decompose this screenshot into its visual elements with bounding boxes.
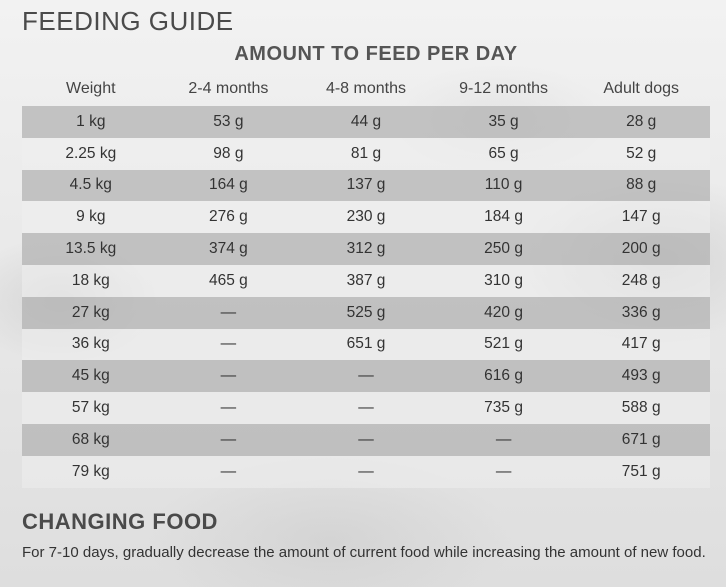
- cell-4-8-months: 81 g: [297, 137, 435, 170]
- cell-2-4-months: —: [159, 423, 298, 456]
- weight-cell: 18 kg: [22, 264, 160, 297]
- cell-9-12-months: 184 g: [434, 201, 573, 234]
- cell-2-4-months: 276 g: [159, 201, 298, 234]
- table-row: 9 kg 276 g 230 g 184 g 147 g: [22, 201, 710, 234]
- weight-cell: 4.5 kg: [22, 169, 160, 202]
- cell-adult-dogs: 248 g: [572, 264, 710, 297]
- cell-4-8-months: —: [297, 360, 435, 393]
- table-row: 13.5 kg 374 g 312 g 250 g 200 g: [22, 233, 710, 265]
- table-header-row: Weight 2-4 months 4-8 months 9-12 months…: [22, 72, 710, 106]
- table-row: 68 kg — — —671 g: [22, 423, 710, 456]
- weight-cell: 1 kg: [22, 106, 160, 138]
- table-row: 36 kg —651 g 521 g 417 g: [22, 328, 710, 361]
- weight-cell: 68 kg: [22, 423, 160, 456]
- weight-cell: 2.25 kg: [22, 137, 160, 170]
- cell-adult-dogs: 147 g: [572, 201, 710, 234]
- cell-2-4-months: 465 g: [159, 264, 298, 297]
- cell-4-8-months: 312 g: [297, 233, 435, 265]
- cell-adult-dogs: 417 g: [572, 328, 710, 361]
- header-9-12-months: 9-12 months: [459, 80, 549, 97]
- cell-adult-dogs: 588 g: [572, 392, 710, 424]
- cell-4-8-months: —: [297, 423, 435, 456]
- table-row: 45 kg — —616 g 493 g: [22, 360, 710, 393]
- page-title: FEEDING GUIDE: [22, 6, 234, 36]
- cell-2-4-months: 374 g: [159, 233, 298, 265]
- cell-4-8-months: —: [297, 455, 435, 488]
- cell-9-12-months: 521 g: [434, 328, 573, 361]
- cell-2-4-months: —: [159, 455, 298, 488]
- table-row: 18 kg 465 g 387 g 310 g 248 g: [22, 264, 710, 297]
- weight-cell: 27 kg: [22, 296, 160, 329]
- header-weight: Weight: [66, 80, 116, 97]
- cell-2-4-months: 164 g: [159, 169, 298, 202]
- cell-adult-dogs: 671 g: [572, 423, 710, 456]
- table-row: 1 kg 53 g 44 g 35 g 28 g: [22, 106, 710, 138]
- cell-4-8-months: 651 g: [297, 328, 435, 361]
- cell-adult-dogs: 751 g: [572, 455, 710, 488]
- cell-adult-dogs: 200 g: [572, 233, 710, 265]
- feeding-table: Weight 2-4 months 4-8 months 9-12 months…: [22, 72, 710, 488]
- cell-9-12-months: 65 g: [434, 137, 573, 170]
- cell-2-4-months: —: [159, 296, 298, 329]
- changing-food-title: CHANGING FOOD: [22, 509, 218, 534]
- table-row: 2.25 kg 98 g 81 g 65 g 52 g: [22, 137, 710, 170]
- cell-4-8-months: 230 g: [297, 201, 435, 234]
- cell-adult-dogs: 88 g: [572, 169, 710, 202]
- weight-cell: 13.5 kg: [22, 233, 160, 265]
- cell-4-8-months: 387 g: [297, 264, 435, 297]
- table-row: 4.5 kg 164 g 137 g 110 g 88 g: [22, 169, 710, 202]
- header-4-8-months: 4-8 months: [325, 80, 406, 97]
- cell-4-8-months: —: [297, 392, 435, 424]
- table-row: 27 kg —525 g 420 g 336 g: [22, 296, 710, 329]
- cell-2-4-months: —: [159, 328, 298, 361]
- header-adult-dogs: Adult dogs: [603, 80, 679, 97]
- cell-adult-dogs: 52 g: [572, 137, 710, 170]
- cell-2-4-months: —: [159, 392, 298, 424]
- cell-2-4-months: 98 g: [159, 137, 298, 170]
- cell-4-8-months: 137 g: [297, 169, 435, 202]
- cell-9-12-months: 310 g: [434, 264, 573, 297]
- cell-9-12-months: 250 g: [434, 233, 573, 265]
- cell-4-8-months: 525 g: [297, 296, 435, 329]
- weight-cell: 79 kg: [22, 455, 160, 488]
- cell-9-12-months: —: [434, 455, 573, 488]
- weight-cell: 9 kg: [22, 201, 160, 234]
- changing-food-text: For 7-10 days, gradually decrease the am…: [22, 544, 706, 561]
- cell-9-12-months: 735 g: [434, 392, 573, 424]
- cell-9-12-months: 616 g: [434, 360, 573, 393]
- cell-adult-dogs: 336 g: [572, 296, 710, 329]
- table-row: 57 kg — —735 g 588 g: [22, 392, 710, 424]
- cell-9-12-months: 35 g: [434, 106, 573, 138]
- header-2-4-months: 2-4 months: [188, 80, 269, 97]
- weight-cell: 36 kg: [22, 328, 160, 361]
- cell-4-8-months: 44 g: [297, 106, 435, 138]
- cell-adult-dogs: 28 g: [572, 106, 710, 138]
- cell-2-4-months: —: [159, 360, 298, 393]
- cell-9-12-months: 420 g: [434, 296, 573, 329]
- cell-2-4-months: 53 g: [159, 106, 298, 138]
- table-row: 79 kg — — —751 g: [22, 455, 710, 488]
- cell-adult-dogs: 493 g: [572, 360, 710, 393]
- cell-9-12-months: —: [434, 423, 573, 456]
- weight-cell: 57 kg: [22, 392, 160, 424]
- weight-cell: 45 kg: [22, 360, 160, 393]
- cell-9-12-months: 110 g: [434, 169, 573, 202]
- table-subtitle: AMOUNT TO FEED PER DAY: [234, 43, 518, 65]
